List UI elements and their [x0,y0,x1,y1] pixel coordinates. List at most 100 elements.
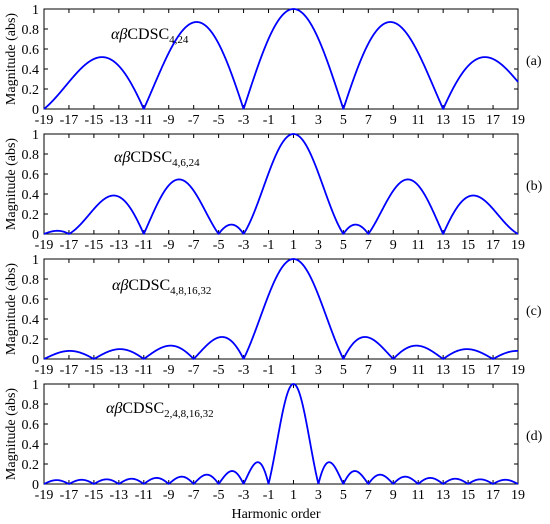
x-tick-label: -15 [85,363,104,378]
x-tick-label: -13 [110,363,129,378]
x-tick-label: 17 [486,238,500,253]
x-tick-label: -17 [60,363,79,378]
x-tick-label: 5 [340,113,347,128]
x-tick-label: -17 [60,238,79,253]
x-tick-label: 7 [365,363,372,378]
x-tick-label: -3 [238,238,250,253]
x-tick-label: -5 [213,363,225,378]
x-tick-label: -11 [135,488,153,503]
x-tick-label: -19 [35,488,54,503]
y-tick-label: 1 [32,128,39,143]
y-tick-label: 0.6 [22,418,40,433]
x-tick-label: -5 [213,488,225,503]
x-tick-label: -1 [263,488,275,503]
x-tick-label: 19 [511,113,525,128]
panel-annotation: αβCDSC4,24 [111,26,189,46]
x-tick-label: 11 [411,363,424,378]
annotation-prefix: αβ [112,277,128,294]
panel-2: -19 -17 -15 -13 -11 -9 -7 -5 -3 -1 1 3 5 7 9 11 13 15 17 19… [4,128,543,253]
panel-tag: (a) [526,54,542,69]
y-tick-label: 0.4 [22,438,40,453]
x-tick-label: -7 [188,488,200,503]
x-tick-label: 19 [511,488,525,503]
y-tick-label: 0.8 [22,23,40,38]
x-tick-label: 15 [461,363,475,378]
annotation-subscript: 4,6,24 [172,157,200,169]
x-tick-label: 11 [411,488,424,503]
x-tick-label: -11 [135,363,153,378]
x-tick-label: 7 [365,113,372,128]
x-tick-label: 13 [436,488,450,503]
x-tick-label: -9 [163,113,175,128]
y-axis-label: Magnitude (abs) [4,13,19,105]
panel-3: -19 -17 -15 -13 -11 -9 -7 -5 -3 -1 1 3 5 7 9 11 13 15 17 19… [4,253,542,378]
x-axis-label: Harmonic order [231,507,320,522]
x-tick-label: -7 [188,238,200,253]
x-tick-label: -15 [85,238,104,253]
plot-frame [43,383,519,485]
x-tick-label: -5 [213,113,225,128]
x-tick-label: -1 [263,238,275,253]
x-tick-label: 11 [411,238,424,253]
x-tick-label: 17 [486,113,500,128]
x-tick-label: 15 [461,113,475,128]
x-tick-label: -17 [60,488,79,503]
y-axis-label: Magnitude (abs) [4,263,19,355]
series-line-1 [43,383,519,485]
y-tick-label: 0 [32,478,39,493]
y-tick-label: 0.4 [22,188,40,203]
x-tick-label: 9 [390,363,397,378]
x-tick-label: -19 [35,363,54,378]
y-tick-label: 0.4 [22,313,40,328]
y-tick-label: 0.2 [22,208,40,223]
y-tick-label: 1 [32,3,39,18]
x-tick-label: 1 [290,238,297,253]
y-tick-label: 0.2 [22,83,40,98]
x-tick-label: -9 [163,488,175,503]
plot-frame [43,8,519,110]
x-tick-label: 3 [315,113,322,128]
y-tick-label: 0.8 [22,273,40,288]
y-tick-label: 0.2 [22,333,40,348]
y-axis-label: Magnitude (abs) [4,138,19,230]
x-tick-label: 3 [315,488,322,503]
x-tick-label: -17 [60,113,79,128]
y-tick-label: 0.6 [22,293,40,308]
x-tick-label: 5 [340,238,347,253]
x-tick-label: -15 [85,113,104,128]
series-line-1 [43,258,519,360]
y-tick-label: 0.8 [22,398,40,413]
annotation-prefix: αβ [111,26,127,43]
x-tick-label: -9 [163,363,175,378]
y-tick-label: 0.2 [22,458,40,473]
annotation-name: CDSC [128,277,170,294]
x-tick-label: 17 [486,363,500,378]
x-tick-label: 9 [390,488,397,503]
x-tick-label: 11 [411,113,424,128]
x-tick-label: 13 [436,363,450,378]
panel-annotation: αβCDSC4,8,16,32 [112,277,211,297]
x-tick-label: 13 [436,238,450,253]
x-tick-label: -1 [263,113,275,128]
x-tick-label: -13 [110,113,129,128]
x-tick-label: 19 [511,238,525,253]
x-tick-label: 1 [290,488,297,503]
series-line-1 [43,8,519,110]
x-tick-label: 15 [461,488,475,503]
x-tick-label: 3 [315,363,322,378]
x-tick-label: 9 [390,238,397,253]
annotation-prefix: αβ [106,400,122,417]
annotation-prefix: αβ [114,149,130,166]
x-tick-label: -15 [85,488,104,503]
x-tick-label: 13 [436,113,450,128]
x-tick-label: -3 [238,363,250,378]
series-line-1 [43,133,519,235]
x-tick-label: 1 [290,363,297,378]
annotation-subscript: 4,8,16,32 [170,285,211,297]
x-tick-label: -13 [110,238,129,253]
annotation-name: CDSC [130,149,172,166]
x-tick-label: 7 [365,238,372,253]
panel-annotation: αβCDSC2,4,8,16,32 [106,400,214,420]
x-tick-label: 19 [511,363,525,378]
x-tick-label: -1 [263,363,275,378]
